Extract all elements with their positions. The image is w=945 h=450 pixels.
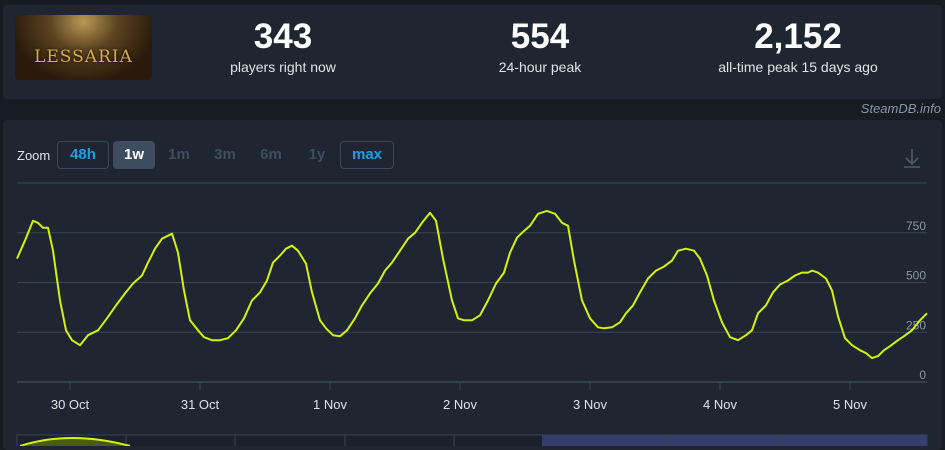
x-tick-label: 3 Nov [573,397,607,412]
stat-label: players right now [230,59,336,75]
x-tick-label: 4 Nov [703,397,737,412]
player-count-line [16,209,928,360]
zoom-48h-button[interactable]: 48h [57,141,109,169]
zoom-max-button[interactable]: max [340,141,394,169]
zoom-3m-button: 3m [214,146,236,163]
navigator-series [19,437,131,446]
stat-all-time-peak: 2,152 all-time peak 15 days ago [698,17,898,76]
chart-panel [3,120,942,450]
steamdb-credit[interactable]: SteamDB.info [860,101,941,116]
y-tick-label: 750 [906,219,926,233]
logo-text: LESSARIA [34,47,133,67]
y-tick-label: 500 [906,269,926,283]
stat-value: 554 [510,17,570,56]
game-logo[interactable]: LESSARIA [15,15,152,80]
x-tick-label: 2 Nov [443,397,477,412]
stat-label: 24-hour peak [498,59,582,75]
stat-value: 343 [253,17,313,56]
x-tick-label: 1 Nov [313,397,347,412]
navigator-selection [542,435,927,446]
zoom-1m-button: 1m [168,146,190,163]
download-icon[interactable] [903,148,921,168]
zoom-label: Zoom [17,148,51,163]
x-tick-label: 5 Nov [833,397,867,412]
x-tick-label: 30 Oct [51,397,90,412]
stat-24h-peak: 554 24-hour peak [460,17,620,76]
stats-panel [3,5,942,99]
zoom-6m-button: 6m [260,146,282,163]
zoom-1w-button[interactable]: 1w [113,141,155,169]
x-tick-label: 31 Oct [181,397,220,412]
zoom-1y-button: 1y [308,146,326,163]
stat-current-players: 343 players right now [203,17,363,76]
stat-value: 2,152 [754,17,842,56]
y-tick-label: 0 [919,368,926,382]
stat-label: all-time peak 15 days ago [718,59,878,75]
